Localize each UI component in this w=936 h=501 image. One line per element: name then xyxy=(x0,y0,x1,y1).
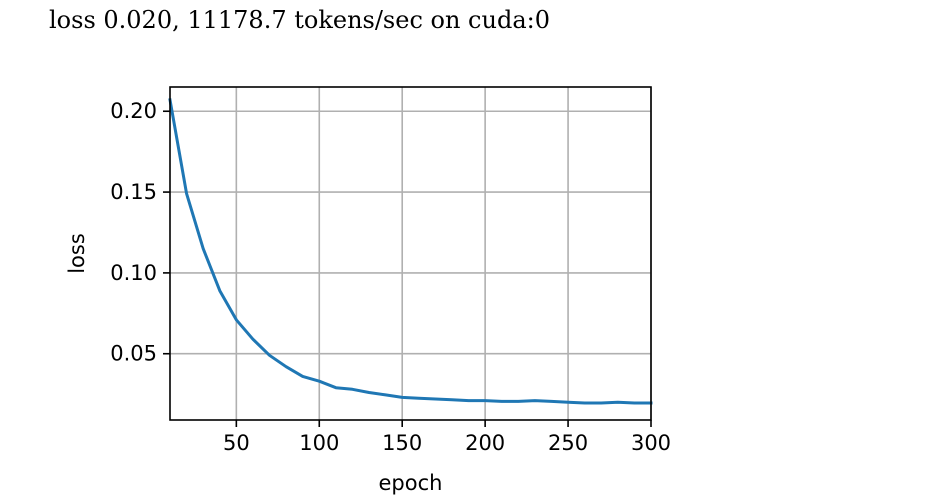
x-axis-label: epoch xyxy=(379,471,443,495)
plot-frame xyxy=(169,86,652,421)
y-tick-label: 0.10 xyxy=(110,261,157,285)
x-tick-label: 250 xyxy=(548,431,588,455)
y-tick-label: 0.15 xyxy=(110,180,157,204)
grid-lines xyxy=(170,87,652,420)
y-tick-label: 0.20 xyxy=(110,99,157,123)
x-tick-label: 300 xyxy=(631,431,671,455)
x-tick-label: 100 xyxy=(299,431,339,455)
y-tick-label: 0.05 xyxy=(110,342,157,366)
y-axis-label: loss xyxy=(65,233,89,274)
x-tick-label: 50 xyxy=(223,431,250,455)
tick-marks xyxy=(163,110,652,427)
series-layer xyxy=(168,98,653,405)
tick-labels: 50 100 150 200 250 300 0.05 0.10 0.15 0.20 xyxy=(110,99,671,455)
loss-series-line xyxy=(168,98,653,405)
axes-frame xyxy=(169,86,652,421)
x-tick-label: 200 xyxy=(465,431,505,455)
status-text: loss 0.020, 11178.7 tokens/sec on cuda:0 xyxy=(49,6,550,34)
x-tick-label: 150 xyxy=(382,431,422,455)
